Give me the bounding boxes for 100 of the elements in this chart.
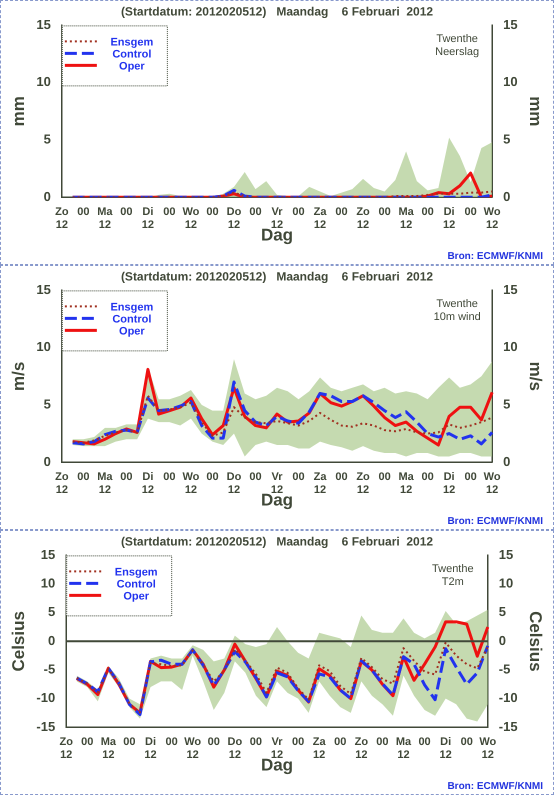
x-tick-label: 00 [123, 736, 136, 748]
y-axis-title: Celsius [8, 611, 28, 672]
legend-label: Oper [119, 325, 146, 338]
x-tick-label: 00 [165, 736, 178, 748]
x-tick-label: Wo 12 [182, 206, 200, 232]
x-tick-label: 00 [335, 470, 348, 483]
y2-tick-label: 5 [503, 132, 510, 147]
x-tick-label: 00 [292, 736, 304, 748]
y2-tick-label: -10 [498, 690, 518, 706]
annotation: Twenthe T2m [432, 562, 474, 588]
y2-tick-label: 5 [498, 604, 506, 620]
text: Bron: ECMWF/KNMI [447, 516, 544, 527]
x-tick-label: Ma 12 [97, 470, 114, 496]
x-tick-label: 00 [206, 206, 219, 218]
x-tick-label: 00 [292, 206, 305, 218]
y-tick-label: 15 [36, 282, 51, 297]
y2-tick-label: 10 [503, 339, 518, 354]
x-tick-label: Di 12 [142, 470, 154, 496]
x-tick-label: 00 [163, 206, 176, 218]
x-tick-label: Zo 12 [59, 736, 74, 762]
x-tick-label: 00 [421, 206, 434, 218]
x-tick-label: 00 [77, 470, 90, 483]
x-tick-label: 00 [418, 736, 431, 748]
x-tick-label: 00 [163, 470, 176, 483]
legend-label: Oper [119, 60, 146, 72]
x-tick-label: 00 [378, 470, 391, 483]
legend-label: Ensgem [110, 301, 154, 314]
x-tick-label: Wo 12 [182, 470, 200, 496]
x-tick-label: Di 12 [442, 206, 456, 232]
y-tick-label: 10 [40, 576, 56, 591]
y-tick-label: 0 [44, 188, 51, 204]
y2-tick-label: 15 [503, 16, 518, 32]
y2-tick-label: 0 [503, 188, 510, 204]
legend-label: Control [112, 313, 152, 326]
chart-title: (Startdatum: 2012020512) Maandag 6 Februari 2012 [120, 270, 434, 284]
x-tick-label: Wo 12 [184, 736, 202, 762]
y-axis-title: m/s [8, 362, 28, 391]
line-series [71, 380, 494, 446]
x-tick-label: 00 [249, 206, 262, 218]
text: Bron: ECMWF/KNMI [447, 250, 544, 262]
annotation: Twenthe 10m wind [434, 298, 481, 323]
y-tick-label: -10 [36, 690, 56, 706]
x-tick-label: Di 12 [142, 206, 154, 232]
x-tick-label: 00 [250, 736, 262, 748]
x-tick-label: Ma 12 [396, 736, 412, 762]
y-tick-label: -15 [36, 718, 56, 734]
text: Bron: ECMWF/KNMI [447, 780, 544, 792]
y-tick-label: 0 [48, 632, 56, 648]
y2-axis-title: m/s [526, 362, 546, 391]
chart-title: (Startdatum: 2012020512) Maandag 6 Februari 2012 [120, 4, 434, 19]
legend-label: Control [116, 578, 156, 590]
y-tick-label: 10 [36, 339, 51, 354]
y2-tick-label: 15 [503, 282, 518, 297]
x-tick-label: 00 [249, 470, 262, 483]
x-tick-label: Zo 12 [356, 470, 370, 496]
x-tick-label: Wo 12 [484, 470, 501, 496]
x-tick-label: Zo 12 [354, 736, 368, 762]
y-tick-label: 10 [36, 74, 51, 90]
x-tick-label: 00 [376, 736, 389, 748]
x-tick-label: 00 [208, 736, 220, 748]
x-tick-label: Do 12 [226, 470, 242, 496]
x-tick-label: 00 [460, 736, 473, 748]
y2-tick-label: 0 [498, 632, 506, 648]
y2-tick-label: -5 [498, 662, 510, 677]
legend-label: Ensgem [114, 566, 158, 578]
x-tick-label: 00 [421, 470, 434, 483]
y2-tick-label: 10 [498, 576, 514, 591]
y2-tick-label: 15 [498, 546, 514, 562]
x-tick-label: Za 12 [312, 736, 326, 762]
x-tick-label: Zo 12 [55, 206, 69, 232]
legend-label: Oper [123, 590, 150, 602]
x-tick-label: Di 12 [144, 736, 157, 762]
y2-tick-label: 5 [503, 396, 510, 412]
x-tick-label: Ma 12 [100, 736, 117, 762]
x-tick-label: 00 [335, 206, 348, 218]
y2-axis-title: Celsius [526, 611, 546, 672]
x-tick-label: 00 [334, 736, 346, 748]
y-tick-label: 0 [44, 454, 51, 469]
legend-label: Control [112, 48, 152, 60]
x-tick-label: Ma 12 [398, 206, 415, 232]
y-tick-label: 15 [36, 16, 51, 32]
x-tick-label: 00 [81, 736, 94, 748]
x-tick-label: Zo 12 [356, 206, 370, 232]
annotation: Twenthe Neerslag [435, 32, 480, 58]
x-tick-label: Do 12 [226, 206, 242, 232]
legend-label: Ensgem [110, 36, 154, 48]
y2-tick-label: 10 [503, 74, 518, 90]
y2-tick-label: -15 [498, 718, 518, 734]
chart-title: (Startdatum: 2012020512) Maandag 6 Februari 2012 [120, 534, 434, 549]
x-tick-label: Do 12 [228, 736, 242, 762]
y-tick-label: 5 [48, 604, 56, 620]
x-tick-label: Za 12 [314, 470, 328, 496]
x-tick-label: Wo 12 [479, 736, 497, 762]
x-tick-label: Zo 12 [55, 470, 69, 496]
y-tick-label: 5 [44, 132, 51, 147]
x-tick-label: Di 12 [440, 736, 452, 762]
y-tick-label: -5 [44, 662, 56, 677]
x-tick-label: 00 [120, 470, 133, 483]
x-tick-label: 00 [77, 206, 90, 218]
x-tick-label: 00 [464, 206, 477, 218]
